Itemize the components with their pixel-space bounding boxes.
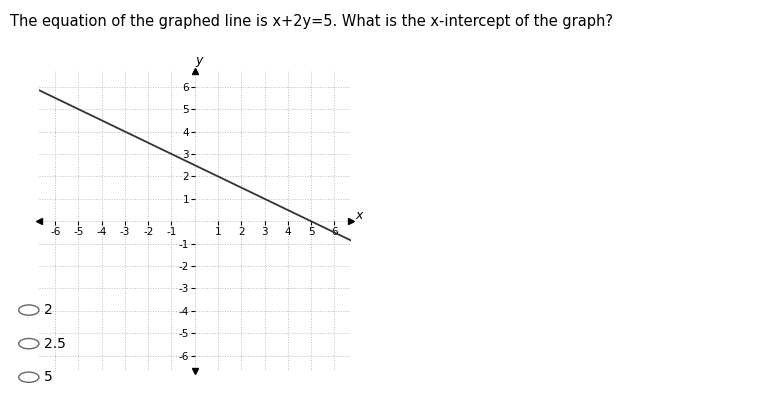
Text: x: x (355, 209, 362, 222)
Text: 2: 2 (44, 303, 53, 317)
Text: The equation of the graphed line is x+2y=5. What is the x-intercept of the graph: The equation of the graphed line is x+2y… (10, 14, 613, 29)
Text: y: y (196, 54, 203, 67)
Text: 2.5: 2.5 (44, 337, 66, 351)
Text: 5: 5 (44, 370, 53, 384)
